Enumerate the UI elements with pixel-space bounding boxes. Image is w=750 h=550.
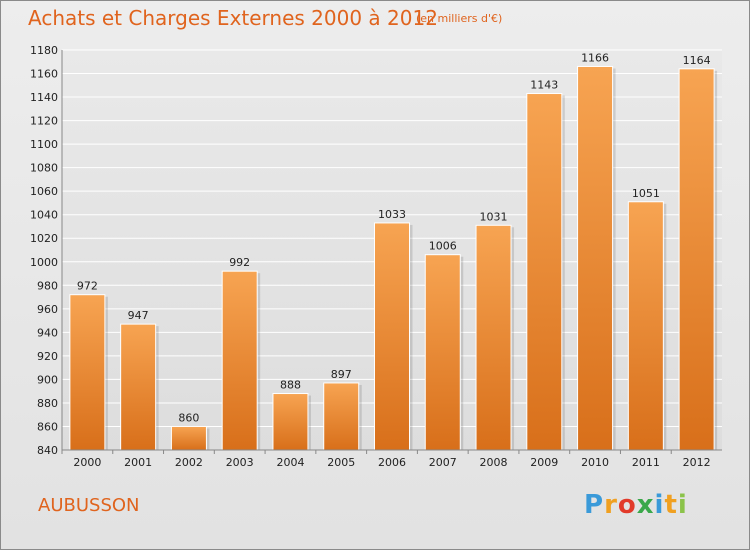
y-tick-label: 1180 [30, 44, 58, 57]
bar-2011 [627, 201, 664, 451]
bar-2000 [69, 294, 106, 451]
logo-letter: i [654, 490, 665, 520]
bar-2003 [221, 270, 258, 451]
bar-2005 [323, 382, 360, 451]
value-label-2009: 1143 [530, 79, 558, 92]
x-tick-label-2011: 2011 [632, 456, 660, 469]
x-tick-label-2006: 2006 [378, 456, 406, 469]
x-tick-label-2004: 2004 [276, 456, 304, 469]
bar-2009 [526, 93, 563, 451]
chart-title: Achats et Charges Externes 2000 à 2012 [28, 6, 438, 30]
logo-letter: o [617, 490, 637, 520]
y-tick-label: 880 [37, 397, 58, 410]
x-tick-label-2001: 2001 [124, 456, 152, 469]
value-label-2012: 1164 [683, 54, 711, 67]
x-tick-label-2008: 2008 [480, 456, 508, 469]
y-tick-label: 920 [37, 350, 58, 363]
x-tick-label-2002: 2002 [175, 456, 203, 469]
value-label-2000: 972 [77, 280, 98, 293]
y-tick-label: 1160 [30, 68, 58, 81]
value-label-2006: 1033 [378, 208, 406, 221]
x-tick-label-2007: 2007 [429, 456, 457, 469]
value-label-2002: 860 [178, 411, 199, 424]
y-tick-label: 1140 [30, 91, 58, 104]
y-tick-label: 980 [37, 279, 58, 292]
value-label-2010: 1166 [581, 51, 609, 64]
logo-letter: x [636, 490, 655, 520]
value-label-2003: 992 [229, 256, 250, 269]
bar-2002 [170, 425, 207, 451]
value-label-2001: 947 [128, 309, 149, 322]
value-label-2004: 888 [280, 379, 301, 392]
bar-2006 [374, 222, 410, 451]
logo-letter: i [677, 490, 688, 520]
logo-letter: P [584, 490, 605, 520]
bar-2010 [577, 65, 614, 451]
y-tick-label: 1100 [30, 138, 58, 151]
logo-letter: t [664, 490, 678, 520]
x-tick-label-2009: 2009 [530, 456, 558, 469]
bar-2012 [678, 68, 715, 451]
bar-2007 [424, 254, 461, 451]
bar-2008 [475, 224, 512, 451]
bars: 972 947 860 992 888 897 1033 1006 1031 1143 1166 10… [69, 51, 718, 451]
x-tick-label-2000: 2000 [73, 456, 101, 469]
x-tick-label-2005: 2005 [327, 456, 355, 469]
proxiti-logo: Proxiti [584, 490, 688, 520]
y-tick-label: 900 [37, 373, 58, 386]
logo-letter: r [604, 490, 618, 520]
chart-unit: (en milliers d'€) [416, 12, 503, 25]
value-label-2005: 897 [331, 368, 352, 381]
value-label-2008: 1031 [480, 210, 508, 223]
x-tick-label-2003: 2003 [226, 456, 254, 469]
y-tick-label: 1040 [30, 209, 58, 222]
y-tick-label: 860 [37, 420, 58, 433]
y-tick-label: 1060 [30, 185, 58, 198]
y-tick-label: 1080 [30, 162, 58, 175]
value-label-2011: 1051 [632, 187, 660, 200]
y-tick-label: 1020 [30, 232, 58, 245]
bar-2004 [272, 393, 309, 451]
value-label-2007: 1006 [429, 240, 457, 253]
bar-2001 [120, 323, 157, 451]
axes: 840 860 880 900 920 940 960 980 1000 1020 1040 1060… [30, 44, 722, 469]
y-tick-label: 940 [37, 326, 58, 339]
city-name: AUBUSSON [38, 495, 140, 516]
y-tick-label: 840 [37, 444, 58, 457]
x-tick-label-2010: 2010 [581, 456, 609, 469]
x-tick-label-2012: 2012 [683, 456, 711, 469]
y-tick-label: 1000 [30, 256, 58, 269]
y-tick-label: 1120 [30, 115, 58, 128]
y-tick-label: 960 [37, 303, 58, 316]
